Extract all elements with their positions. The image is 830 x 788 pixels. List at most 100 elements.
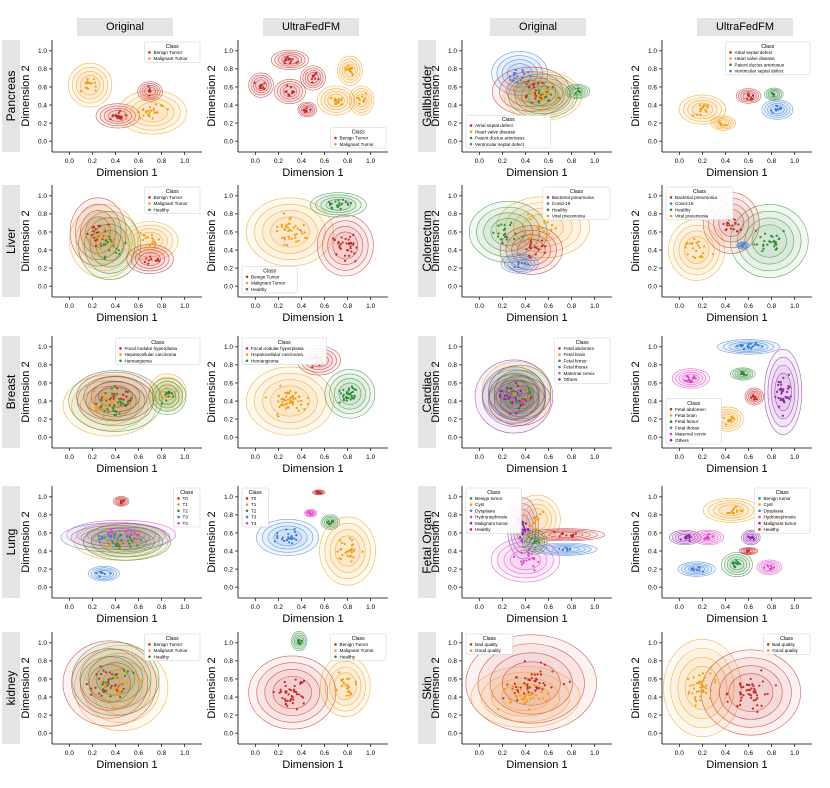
y-tick-label: 0.2 [448, 265, 457, 272]
density-contour-benign-tumor [274, 78, 306, 104]
scatter-point [706, 106, 709, 109]
x-tick-label: 0.8 [157, 750, 166, 757]
row-label-liver: Liver [2, 185, 20, 297]
legend-marker [669, 214, 673, 218]
scatter-point [120, 544, 123, 547]
scatter-point [542, 230, 546, 233]
scatter-point [113, 242, 116, 245]
scatter-point [92, 230, 95, 233]
scatter-point [513, 682, 517, 685]
scatter-point [354, 680, 357, 683]
scatter-point [686, 242, 689, 245]
scatter-point [284, 225, 288, 228]
scatter-point [121, 706, 124, 709]
kidney-ultrafedfm-chart: 0.0 0.2 0.4 0.6 0.8 1.00.00.20.40.60.81.0Dime… [630, 486, 812, 625]
scatter-point [684, 535, 687, 538]
scatter-point [522, 525, 526, 529]
legend-label: Benign Tumor [154, 642, 183, 647]
y-tick-label: 0.8 [38, 362, 47, 369]
scatter-point [709, 689, 712, 692]
y-tick-label: 1.0 [38, 48, 47, 55]
y-tick-label: 1.0 [648, 640, 657, 647]
x-axis-label: Dimension 1 [706, 613, 767, 625]
scatter-point [517, 261, 520, 264]
scatter-point [96, 410, 99, 413]
scatter-point [747, 342, 751, 346]
scatter-point [113, 536, 116, 539]
legend-label: T1 [183, 502, 189, 507]
legend-label: T3 [251, 515, 257, 520]
y-tick-label: 0.6 [648, 84, 657, 91]
x-tick-label: 1.0 [790, 303, 799, 310]
scatter-point [543, 251, 546, 255]
x-axis-label: Dimension 1 [96, 312, 157, 324]
scatter-point [773, 243, 777, 246]
y-tick-label: 0.6 [648, 229, 657, 236]
x-tick-label: 0.0 [65, 750, 74, 757]
scatter-point [524, 684, 527, 687]
scatter-point [284, 399, 287, 402]
scatter-point [758, 684, 761, 687]
scatter-point [130, 538, 133, 541]
scatter-point [98, 242, 101, 245]
scatter-point [565, 547, 569, 550]
x-axis-label: Dimension 1 [506, 613, 567, 625]
scatter-point [521, 392, 524, 395]
legend-marker [669, 407, 673, 411]
scatter-point [543, 684, 547, 687]
scatter-point [100, 672, 103, 676]
scatter-point [687, 376, 690, 379]
scatter-point [306, 511, 309, 514]
density-contour-dysplasia [551, 546, 580, 553]
scatter-point [301, 232, 304, 235]
legend-marker [758, 503, 761, 506]
scatter-point [283, 243, 286, 246]
scatter-point [727, 419, 730, 423]
scatter-point [350, 391, 353, 394]
scatter-point [164, 395, 167, 398]
y-tick-label: 0.6 [224, 530, 233, 537]
scatter-point [298, 228, 302, 232]
scatter-point [523, 682, 526, 685]
scatter-point [736, 230, 739, 233]
scatter-point [766, 564, 769, 567]
scatter-point [297, 239, 300, 242]
scatter-point [739, 228, 742, 231]
scatter-point [750, 96, 753, 99]
scatter-point [93, 390, 96, 393]
scatter-point [343, 542, 346, 546]
x-tick-label: 0.0 [475, 303, 484, 310]
scatter-point [695, 568, 698, 571]
scatter-point [578, 90, 581, 94]
scatter-point [101, 683, 104, 686]
x-tick-label: 0.4 [521, 158, 530, 165]
x-tick-label: 0.2 [274, 158, 283, 165]
y-axis-label: Dimension 2 [206, 65, 218, 126]
x-axis-label: Dimension 1 [282, 759, 343, 771]
legend-box [330, 633, 387, 661]
y-tick-label: 0.4 [648, 247, 657, 254]
scatter-point [303, 408, 306, 411]
legend-marker [469, 509, 473, 513]
y-tick-label: 0.2 [38, 566, 47, 573]
scatter-point [110, 684, 113, 688]
legend-title: Class [249, 490, 262, 496]
scatter-point [309, 512, 312, 515]
scatter-point [511, 79, 514, 82]
scatter-point [525, 559, 528, 562]
legend-label: Malignant tumor [475, 521, 508, 526]
scatter-point [107, 235, 111, 238]
density-contour-fetal-brain [720, 413, 735, 425]
scatter-point [778, 237, 781, 240]
scatter-point [352, 556, 355, 559]
scatter-point [288, 541, 291, 544]
density-contour-hydronephrosis [756, 559, 783, 575]
scatter-point [779, 397, 782, 400]
y-tick-label: 0.2 [224, 712, 233, 719]
scatter-point [296, 60, 300, 63]
scatter-point [732, 228, 735, 231]
y-tick-label: 0.6 [224, 676, 233, 683]
x-axis-label: Dimension 1 [706, 759, 767, 771]
scatter-point [293, 530, 296, 534]
legend-marker [758, 497, 761, 500]
